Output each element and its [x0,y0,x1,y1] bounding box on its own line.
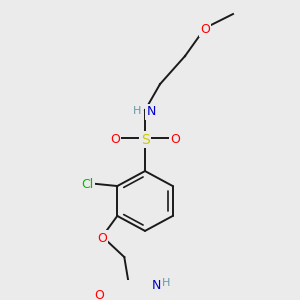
Text: O: O [97,232,107,244]
Text: H: H [162,278,170,288]
Text: Cl: Cl [81,178,93,191]
Text: O: O [170,134,180,146]
Text: O: O [94,290,104,300]
Text: S: S [141,133,149,147]
Text: O: O [200,23,210,36]
Text: N: N [146,105,156,118]
Text: N: N [152,279,161,292]
Text: O: O [110,134,120,146]
Text: H: H [133,106,141,116]
